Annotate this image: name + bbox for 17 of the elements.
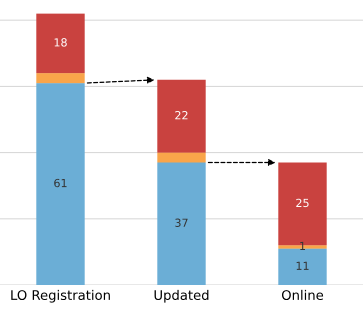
data-label: 18 [54, 38, 67, 47]
bar [36, 83, 85, 285]
bar [157, 152, 206, 163]
bar [36, 73, 85, 84]
bar [157, 80, 206, 153]
x-tick-label: LO Registration [11, 290, 110, 303]
x-tick-label: Online [282, 290, 324, 300]
data-label: 37 [175, 218, 188, 227]
data-label: 1 [300, 242, 306, 250]
data-label: 25 [296, 198, 309, 208]
data-label: 11 [296, 262, 309, 270]
data-label: 22 [175, 110, 188, 120]
bar [278, 248, 327, 285]
x-tick-label: Updated [154, 290, 208, 303]
data-label: 61 [54, 178, 67, 188]
bar [157, 162, 206, 285]
bar [36, 14, 85, 74]
